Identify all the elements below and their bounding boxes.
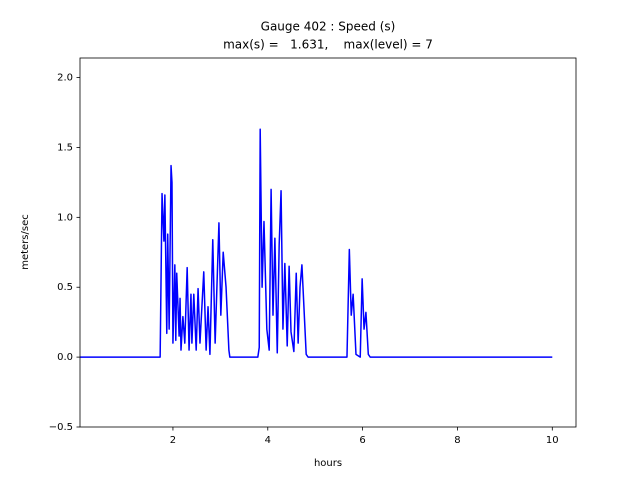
axes-frame [79, 57, 577, 428]
y-tick-label: 0.0 [57, 352, 73, 363]
y-tick-label: −0.5 [49, 422, 73, 433]
y-tick-label: 1.5 [57, 142, 73, 153]
x-tick-label: 4 [265, 435, 271, 446]
x-tick-label: 10 [546, 435, 559, 446]
y-tick-label: 0.5 [57, 282, 73, 293]
x-tick-label: 2 [170, 435, 176, 446]
y-tick-label: 2.0 [57, 73, 73, 84]
chart-subtitle: max(s) = 1.631, max(level) = 7 [223, 38, 433, 52]
x-tick-label: 6 [359, 435, 365, 446]
plot-area [80, 128, 553, 358]
data-line [80, 128, 553, 358]
x-tick-label: 8 [454, 435, 460, 446]
y-tick-label: 1.0 [57, 212, 73, 223]
x-axis-label: hours [314, 458, 342, 469]
y-axis-label: meters/sec [20, 214, 31, 270]
chart-title: Gauge 402 : Speed (s) [261, 20, 396, 34]
